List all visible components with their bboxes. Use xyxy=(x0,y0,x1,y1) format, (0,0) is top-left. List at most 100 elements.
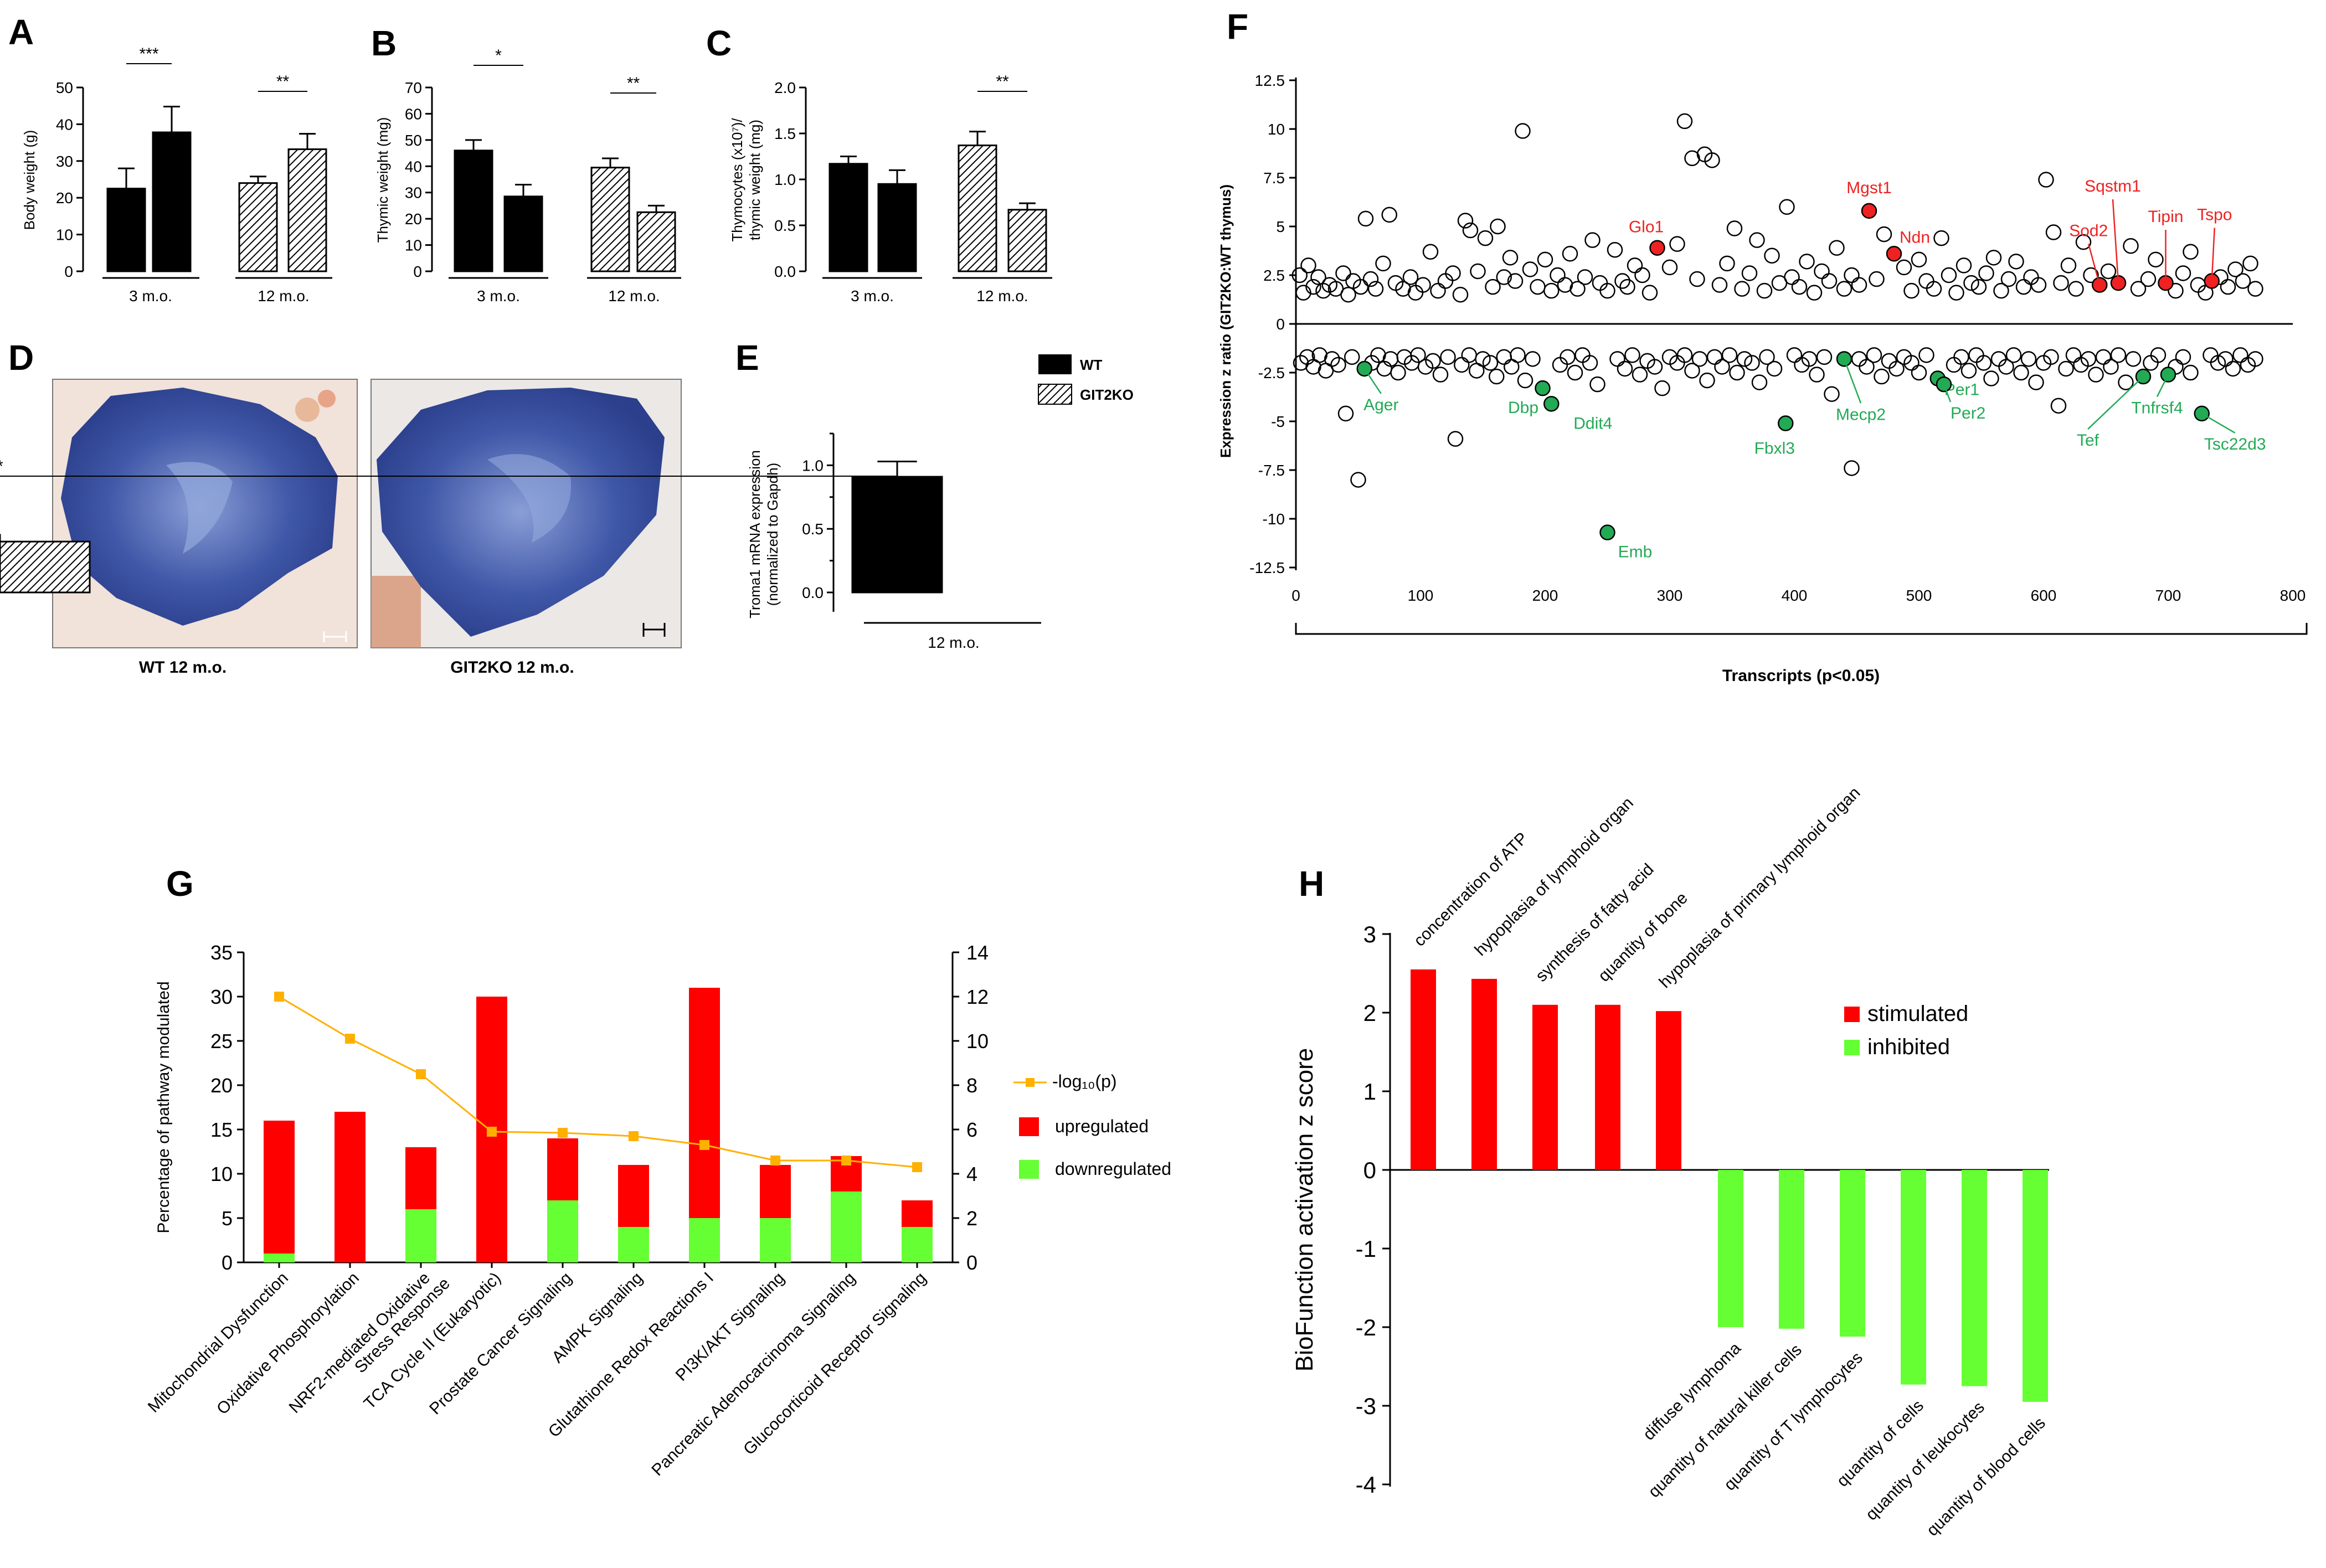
scatter-point xyxy=(1402,269,1419,285)
tick-label: -10 xyxy=(1263,510,1285,528)
scatter-point xyxy=(1599,282,1615,299)
pvalue-marker xyxy=(699,1140,709,1150)
bar-inhibited xyxy=(2023,1170,2048,1402)
tick-label: 2 xyxy=(966,1207,977,1230)
gene-label-down: Ager xyxy=(1363,396,1398,414)
tick-label: 20 xyxy=(405,210,422,228)
significance-label: ** xyxy=(276,73,290,91)
scatter-point xyxy=(1766,360,1783,377)
legend: WT GIT2KO xyxy=(1038,354,1134,405)
scatter-point xyxy=(1801,351,1818,367)
scatter-point xyxy=(1963,275,1979,291)
bar-inhibited xyxy=(1718,1170,1743,1327)
scatter-point xyxy=(1330,357,1346,373)
scatter-point xyxy=(1592,275,1608,291)
scatter-point xyxy=(1869,271,1885,287)
bar-upregulated xyxy=(264,1121,295,1262)
pvalue-marker xyxy=(487,1127,497,1137)
scatter-point xyxy=(1719,255,1735,272)
scatter-point xyxy=(1340,286,1356,303)
scatter-point xyxy=(1903,355,1920,371)
tick-label: 40 xyxy=(56,116,73,133)
highlighted-point-down xyxy=(1778,415,1794,431)
y-ticks: 0 10 20 30 40 50 xyxy=(56,79,83,280)
scatter-point xyxy=(1454,357,1470,373)
gene-label-down: Dbp xyxy=(1508,399,1538,417)
tick-label: 0.0 xyxy=(774,263,796,280)
scatter-point xyxy=(1990,351,2007,367)
scatter-point xyxy=(2247,351,2263,367)
bar-git2ko xyxy=(590,167,630,272)
scatter-point xyxy=(1552,357,1568,373)
significance-label: * xyxy=(495,47,502,65)
scatter-point xyxy=(1896,259,1912,276)
scatter-point xyxy=(1543,282,1560,299)
scatter-point xyxy=(1525,351,1541,367)
y-ticks: 0.0 0.5 1.0 1.5 2.0 xyxy=(774,79,806,280)
scatter-point xyxy=(1305,278,1321,295)
pvalue-marker xyxy=(558,1128,568,1138)
y-axis-label-line-2: (normalized to Gapdh) xyxy=(764,463,781,606)
scatter-point xyxy=(1357,210,1374,227)
scatter-point xyxy=(2217,351,2234,367)
highlighted-point-down xyxy=(1599,524,1615,540)
tick-label: 50 xyxy=(405,132,422,149)
scatter-point xyxy=(1337,405,1354,422)
significance-label: * xyxy=(0,457,3,476)
tick-label: 4 xyxy=(966,1163,977,1185)
scatter-point xyxy=(1953,349,1969,365)
bar-inhibited xyxy=(1901,1170,1926,1385)
scatter-point xyxy=(1291,267,1308,283)
scatter-point xyxy=(1851,351,1867,367)
scatter-point xyxy=(2125,351,2142,367)
scatter-point xyxy=(2183,244,2199,260)
bar-stimulated xyxy=(1595,1004,1620,1170)
highlighted-point-up xyxy=(1886,246,1902,262)
bars xyxy=(1411,969,2048,1402)
scatter-point xyxy=(2203,347,2219,363)
scatter-point xyxy=(1496,349,1512,365)
scatter-point xyxy=(1584,232,1601,248)
bar-stimulated xyxy=(1471,978,1497,1170)
scatter-point xyxy=(1452,286,1469,303)
tick-label: 2.0 xyxy=(774,79,796,96)
tick-label: 10 xyxy=(405,237,422,254)
legend-marker-pvalue xyxy=(1026,1078,1035,1087)
group-label: 3 m.o. xyxy=(851,287,894,305)
tick-label: 0.5 xyxy=(802,520,824,538)
scatter-point xyxy=(1350,472,1366,488)
bar-stimulated xyxy=(1532,1004,1558,1170)
scatter-point xyxy=(2103,359,2119,375)
scatter-point xyxy=(2088,367,2104,383)
y-ticks: 12.5 10 7.5 5 2.5 0 -2.5 -5 -7.5 -10 -12.5 xyxy=(1249,72,1296,576)
scatter-point xyxy=(1627,257,1643,274)
y-axis-label: Expression z ratio (GIT2KO:WT thymus) xyxy=(1217,184,1234,458)
leader-line xyxy=(1363,368,1382,394)
gene-label-down: Tsc22d3 xyxy=(2204,435,2266,453)
y-ticks: 0 10 20 30 40 50 60 70 xyxy=(405,79,432,280)
scatter-point xyxy=(2247,281,2263,297)
scatter-point xyxy=(2175,265,2191,281)
y-axis-label-line-1: Thymocytes (x10⁷)/ xyxy=(729,118,745,242)
scatter-point xyxy=(1515,123,1531,139)
gene-label-up: Sqstm1 xyxy=(2085,177,2141,195)
tick-label: 25 xyxy=(210,1030,233,1053)
highlighted-points: Glo1 Mgst1 Ndn Sqstm1 Sod2 Tipin Tspo Ager Dbp Dd… xyxy=(1356,177,2266,561)
scatter-point xyxy=(1844,267,1860,283)
scatter-point xyxy=(1791,278,1808,295)
tick-label: 50 xyxy=(56,79,73,96)
scatter-point xyxy=(1960,363,1977,379)
histology-image-wt xyxy=(52,379,358,648)
legend-swatch-wt xyxy=(1038,354,1072,374)
bar-upregulated xyxy=(689,988,720,1262)
gene-label-down: Ddit4 xyxy=(1573,414,1612,432)
scatter-point xyxy=(1918,347,1934,363)
tick-label: 70 xyxy=(405,79,422,96)
bar-wt xyxy=(828,163,868,272)
scatter-point xyxy=(1809,367,1825,383)
scatter-point xyxy=(1617,360,1633,377)
scatter-point xyxy=(1859,359,1875,375)
tick-label: 40 xyxy=(405,158,422,175)
